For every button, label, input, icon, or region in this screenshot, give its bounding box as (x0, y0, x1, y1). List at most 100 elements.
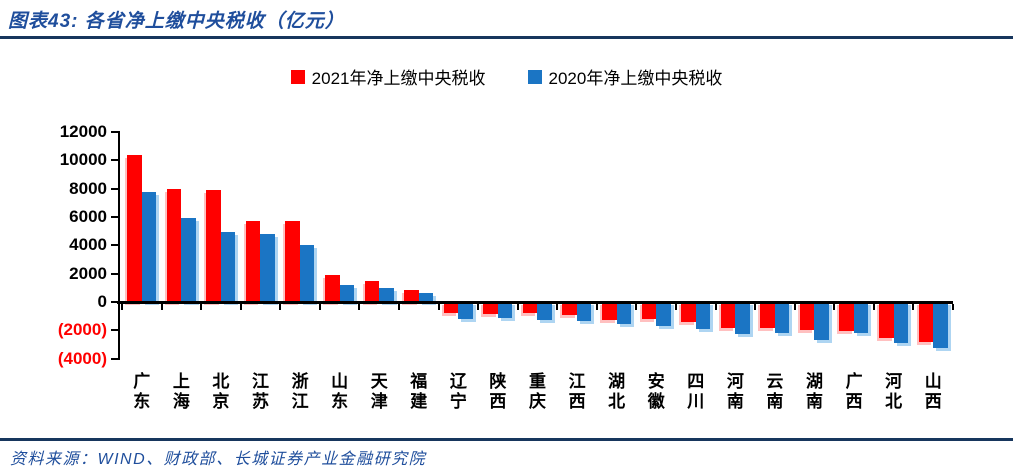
bar-2020-湖南 (814, 302, 829, 341)
x-axis-tick (279, 303, 282, 310)
bar-2021-安徽 (641, 302, 657, 319)
x-axis-tick (398, 303, 400, 310)
x-axis-label-湖南: 湖 南 (806, 372, 823, 411)
x-axis-label-湖北: 湖 北 (608, 372, 626, 411)
x-axis-label-上海: 上 海 (172, 372, 190, 411)
x-axis-label-辽宁: 辽 宁 (449, 372, 467, 411)
x-axis-label-江西: 江 西 (568, 372, 586, 411)
legend-label-2021: 2021年净上缴中央税收 (311, 69, 486, 88)
bar-2021-福建 (404, 289, 419, 302)
bar-2021-浙江 (285, 220, 300, 302)
y-tick-label: 12000 (59, 122, 107, 141)
bar-2020-河南 (735, 302, 750, 334)
bar-2020-天津 (379, 287, 394, 302)
bar-2020-辽宁 (458, 302, 473, 319)
bar-2021-重庆 (522, 302, 538, 314)
x-axis-label-广西: 广 西 (845, 372, 863, 411)
bar-2020-江苏 (260, 234, 275, 302)
x-axis-label-陕西: 陕 西 (489, 372, 507, 411)
x-axis-tick (714, 303, 717, 310)
x-axis-label-山西: 山 西 (924, 372, 942, 411)
bar-2020-湖北 (616, 302, 632, 324)
y-tick-label: 6000 (69, 207, 107, 226)
footer-divider-rule (0, 438, 1013, 441)
y-axis-tick (111, 329, 118, 332)
bar-2021-上海 (166, 188, 182, 302)
bar-2021-山东 (325, 275, 340, 302)
y-tick-label: 10000 (59, 150, 107, 170)
bar-2021-湖南 (799, 302, 815, 331)
x-axis-label-云南: 云 南 (766, 372, 784, 411)
bar-2020-四川 (695, 302, 711, 329)
bar-2021-广东 (127, 154, 142, 302)
legend-swatch-2020-icon (527, 69, 542, 84)
bar-2020-广西 (853, 302, 869, 334)
bar-2021-广西 (839, 302, 854, 332)
y-axis-tick (111, 301, 118, 303)
x-axis-label-广东: 广 东 (133, 372, 151, 411)
legend-swatch-2021-icon (290, 69, 305, 84)
bar-2020-山东 (339, 285, 355, 302)
y-tick-label: 4000 (69, 235, 107, 255)
x-axis-tick (912, 303, 915, 310)
bar-2020-云南 (774, 302, 790, 334)
x-axis-tick (635, 303, 638, 310)
bar-2020-安徽 (656, 302, 671, 327)
bar-2020-山西 (933, 302, 948, 349)
x-axis-tick (437, 303, 440, 310)
x-axis-tick (872, 303, 875, 310)
bar-2021-北京 (206, 190, 221, 302)
bar-2021-辽宁 (443, 302, 459, 314)
title-divider-rule (0, 36, 1013, 39)
x-axis-tick (793, 303, 796, 310)
bar-2021-河北 (879, 302, 894, 338)
bar-2021-江苏 (245, 220, 261, 302)
x-axis-tick (200, 303, 203, 310)
y-axis-tick (111, 216, 118, 218)
x-axis-label-天津: 天 津 (370, 372, 388, 411)
bar-2021-陕西 (483, 302, 498, 315)
y-axis-tick (111, 244, 118, 247)
bar-2021-湖北 (602, 302, 617, 320)
legend-item-2020: 2020年净上缴中央税收 (527, 64, 723, 89)
x-axis-tick (595, 303, 598, 310)
legend-label-2020: 2020年净上缴中央税收 (548, 69, 723, 88)
x-axis-label-河北: 河 北 (885, 372, 903, 411)
bar-2020-陕西 (497, 302, 513, 318)
x-axis-label-浙江: 浙 江 (291, 372, 309, 411)
bar-2021-云南 (760, 302, 775, 328)
x-axis-tick (556, 303, 559, 310)
bar-2020-北京 (220, 231, 236, 302)
y-tick-label: 2000 (69, 263, 107, 283)
x-axis-label-江苏: 江 苏 (252, 372, 269, 411)
bar-2020-浙江 (299, 245, 315, 302)
bar-2020-广东 (141, 192, 157, 302)
x-axis-tick (833, 303, 836, 310)
x-axis-tick (477, 303, 480, 310)
x-axis-label-四川: 四 川 (687, 372, 705, 411)
x-axis-label-北京: 北 京 (212, 372, 230, 411)
x-axis-label-河南: 河 南 (726, 372, 744, 411)
bar-2020-上海 (181, 218, 196, 302)
y-tick-label: (4000) (57, 348, 107, 368)
y-tick-label: 0 (97, 292, 107, 311)
x-axis-tick (318, 303, 321, 310)
x-axis-tick (160, 303, 163, 310)
y-axis-tick (111, 272, 118, 275)
source-note: 资料来源：WIND、财政部、长城证券产业金融研究院 (10, 451, 427, 468)
x-axis-tick (952, 303, 954, 310)
chart-title: 图表43: 各省净上缴中央税收（亿元） (8, 11, 345, 32)
bar-2021-天津 (364, 281, 380, 302)
y-axis-tick (111, 159, 118, 162)
y-axis-tick (111, 131, 118, 133)
y-axis-tick (111, 357, 118, 360)
bar-2020-江西 (576, 302, 592, 322)
x-axis-line (117, 300, 953, 304)
x-axis-tick (754, 303, 757, 310)
bar-2021-江西 (562, 302, 577, 316)
bar-2020-重庆 (537, 302, 552, 321)
x-axis-label-山东: 山 东 (331, 372, 349, 411)
y-axis-tick (111, 187, 118, 190)
